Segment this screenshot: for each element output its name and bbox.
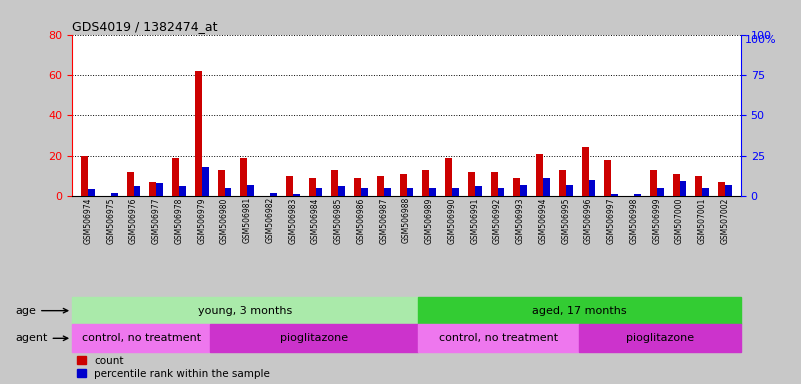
Bar [400, 174, 407, 196]
Bar [611, 194, 618, 196]
Text: young, 3 months: young, 3 months [198, 306, 292, 316]
Bar [286, 176, 292, 196]
Bar [657, 188, 663, 196]
Bar [695, 176, 702, 196]
Text: aged, 17 months: aged, 17 months [532, 306, 627, 316]
Bar [650, 170, 657, 196]
Bar [127, 172, 134, 196]
Bar [292, 194, 300, 196]
Bar [111, 193, 118, 196]
Bar [308, 178, 316, 196]
Bar [361, 188, 368, 196]
Bar [240, 157, 248, 196]
Bar [513, 178, 521, 196]
Bar [150, 182, 156, 196]
Bar [418, 324, 579, 352]
Bar [407, 188, 413, 196]
Bar [429, 188, 436, 196]
Text: control, no treatment: control, no treatment [439, 333, 558, 343]
Bar [452, 188, 459, 196]
Legend: count, percentile rank within the sample: count, percentile rank within the sample [78, 356, 270, 379]
Bar [543, 178, 549, 196]
Bar [445, 157, 452, 196]
Bar [134, 186, 140, 196]
Bar [566, 185, 573, 196]
Bar [718, 182, 725, 196]
Text: 100%: 100% [745, 35, 777, 45]
Bar [468, 172, 475, 196]
Bar [582, 147, 589, 196]
Bar [316, 188, 322, 196]
Bar [702, 188, 709, 196]
Bar [634, 194, 641, 196]
Bar [195, 71, 202, 196]
Bar [211, 324, 418, 352]
Bar [377, 176, 384, 196]
Bar [248, 185, 254, 196]
Bar [475, 186, 481, 196]
Bar [418, 297, 741, 324]
Bar [81, 156, 88, 196]
Bar [270, 193, 277, 196]
Bar [579, 324, 741, 352]
Bar [536, 154, 543, 196]
Bar [218, 170, 224, 196]
Bar [384, 188, 391, 196]
Bar [72, 297, 418, 324]
Bar [589, 180, 595, 196]
Bar [202, 167, 208, 196]
Bar [605, 160, 611, 196]
Bar [172, 157, 179, 196]
Bar [72, 324, 211, 352]
Bar [497, 188, 505, 196]
Text: control, no treatment: control, no treatment [82, 333, 201, 343]
Bar [179, 186, 186, 196]
Bar [521, 185, 527, 196]
Bar [491, 172, 497, 196]
Bar [673, 174, 679, 196]
Text: age: age [15, 306, 68, 316]
Text: pioglitazone: pioglitazone [280, 333, 348, 343]
Text: agent: agent [15, 333, 68, 343]
Text: pioglitazone: pioglitazone [626, 333, 694, 343]
Text: GDS4019 / 1382474_at: GDS4019 / 1382474_at [72, 20, 218, 33]
Bar [559, 170, 566, 196]
Bar [88, 189, 95, 196]
Bar [679, 181, 686, 196]
Bar [332, 170, 338, 196]
Bar [422, 170, 429, 196]
Bar [338, 186, 345, 196]
Bar [725, 185, 732, 196]
Bar [224, 188, 231, 196]
Bar [156, 183, 163, 196]
Bar [354, 178, 361, 196]
